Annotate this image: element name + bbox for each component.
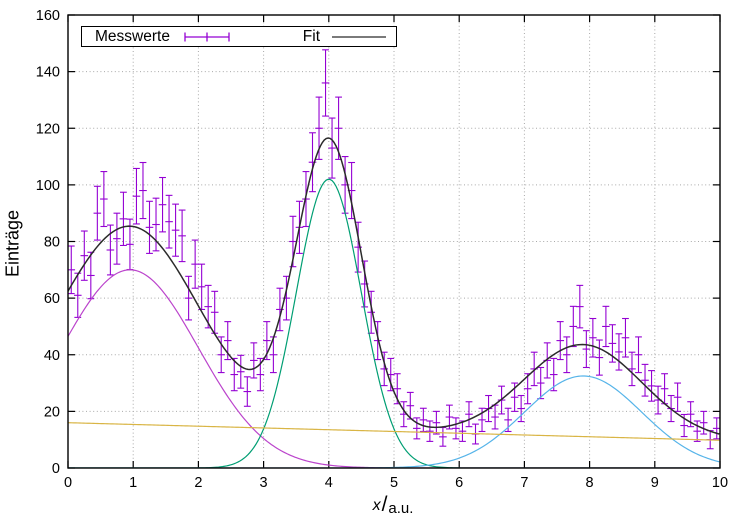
- legend-label-fit: Fit: [302, 27, 320, 45]
- svg-text:8: 8: [586, 475, 594, 491]
- svg-text:0: 0: [64, 475, 72, 491]
- svg-text:0: 0: [52, 461, 60, 477]
- legend: Messwerte Fit: [81, 26, 397, 47]
- component-curve-background: [68, 422, 720, 441]
- svg-text:1: 1: [129, 475, 137, 491]
- svg-text:140: 140: [36, 65, 60, 81]
- svg-text:160: 160: [36, 8, 60, 24]
- svg-text:10: 10: [712, 475, 728, 491]
- svg-text:2: 2: [194, 475, 202, 491]
- x-tick-labels: 0 1 2 3 4 5 6 7 8 9 10: [64, 475, 728, 491]
- y-axis-label: Einträge: [2, 209, 23, 278]
- svg-text:6: 6: [455, 475, 463, 491]
- fit-curve: [68, 137, 720, 435]
- legend-label-messwerte: Messwerte: [95, 27, 170, 45]
- fit-line-glyph-icon: [332, 35, 386, 38]
- svg-text:120: 120: [36, 121, 60, 137]
- svg-text:4: 4: [325, 475, 333, 491]
- svg-text:9: 9: [651, 475, 659, 491]
- svg-text:60: 60: [44, 291, 60, 307]
- svg-text:40: 40: [44, 348, 60, 364]
- svg-text:3: 3: [260, 475, 268, 491]
- x-axis-unit: a.u.: [388, 500, 414, 517]
- svg-text:20: 20: [44, 404, 60, 420]
- grid-lines: [68, 15, 720, 468]
- component-curve-peak2: [68, 178, 720, 468]
- x-axis-separator: /: [381, 493, 388, 516]
- y-tick-labels: 0 20 40 60 80 100 120 140 160: [36, 8, 60, 477]
- svg-text:5: 5: [390, 475, 398, 491]
- svg-text:80: 80: [44, 235, 60, 251]
- x-axis-variable: x: [372, 497, 381, 514]
- errorbar-glyph-icon: [184, 32, 230, 41]
- fit-component-curves: [68, 178, 720, 468]
- svg-text:100: 100: [36, 178, 60, 194]
- plot-border: [67, 14, 721, 469]
- svg-text:7: 7: [520, 475, 528, 491]
- x-axis-label: x/a.u.: [0, 492, 750, 517]
